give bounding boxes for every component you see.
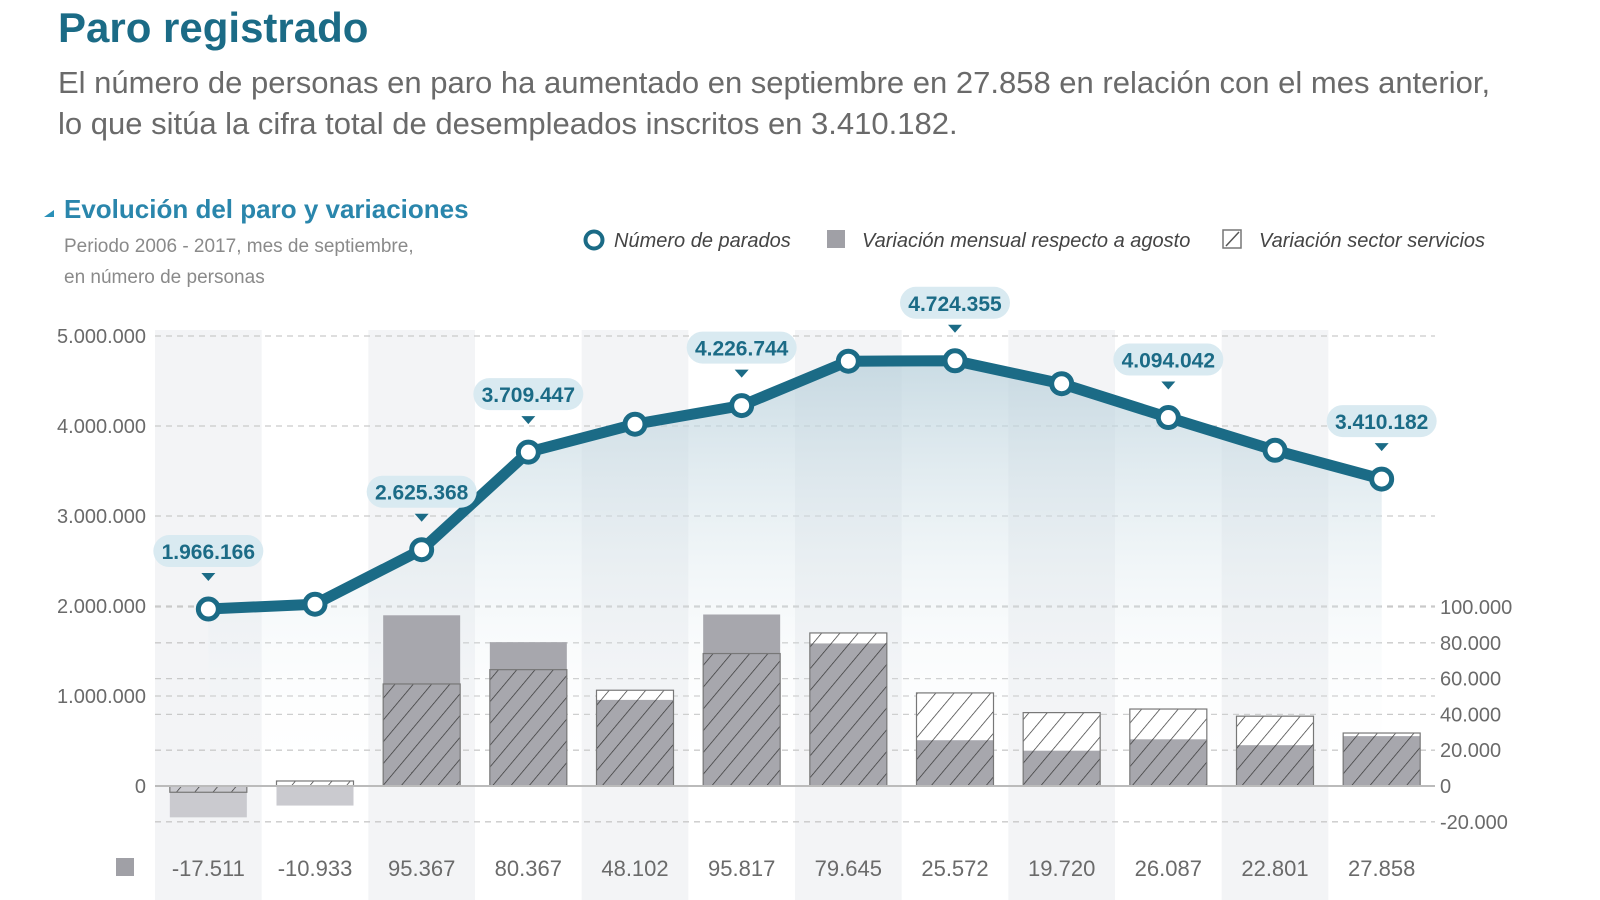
data-label-bubble: [1113, 343, 1224, 376]
line-point-marker: [622, 411, 648, 437]
data-label-bubble: [153, 535, 264, 568]
section-triangle-icon: [44, 210, 54, 217]
bar-variacion-servicios: [1342, 732, 1421, 787]
bar-value-label: 26.087: [1135, 856, 1202, 881]
bar-variacion-servicios: [915, 692, 995, 787]
data-label-pointer-icon: [521, 416, 536, 425]
data-label-bubble: [1326, 405, 1437, 438]
line-point-marker: [1262, 437, 1288, 463]
line-data-label: 4.226.744: [695, 338, 789, 361]
legend-label-parados: Número de parados: [614, 230, 791, 252]
data-label-pointer-icon: [1374, 443, 1389, 452]
line-point-marker: [409, 537, 435, 563]
data-label-pointer-icon: [734, 369, 749, 378]
chart-subtitle-line-1: Periodo 2006 - 2017, mes de septiembre,: [64, 236, 414, 257]
line-data-label: 4.724.355: [908, 293, 1002, 316]
bar-variacion-servicios: [595, 689, 675, 787]
data-label-bubble: [473, 378, 584, 411]
legend-circle-icon: [583, 229, 605, 251]
bar-value-label: 80.367: [495, 856, 562, 881]
bar-variacion-servicios: [1235, 715, 1315, 787]
chart-subtitle-line-2: en número de personas: [64, 267, 265, 288]
bar-variacion-servicios: [702, 652, 781, 787]
line-data-label: 3.410.182: [1335, 411, 1428, 434]
right-axis-tick-label: 100.000: [1440, 597, 1512, 619]
data-label-pointer-icon: [1161, 381, 1176, 390]
bar-variacion-servicios: [489, 669, 568, 787]
line-point-marker: [835, 348, 861, 374]
line-data-label: 1.966.166: [162, 541, 255, 564]
bar-variacion-mensual: [276, 786, 354, 806]
bar-values-row-gray-square-icon: [116, 858, 134, 876]
page-title: Paro registrado: [58, 4, 369, 51]
legend: Número de parados Variación mensual resp…: [583, 229, 1485, 252]
legend-gray-square-icon: [827, 230, 845, 248]
right-axis-tick-label: -20.000: [1440, 812, 1508, 834]
legend-label-variacion-mensual: Variación mensual respecto a agosto: [862, 230, 1190, 252]
series-line-parados: [208, 355, 1384, 615]
bar-variacion-servicios: [1022, 712, 1101, 787]
bar-variacion-servicios: [382, 683, 461, 787]
right-axis-tick-label: 0: [1440, 776, 1451, 798]
right-axis-tick-label: 40.000: [1440, 704, 1501, 726]
bar-value-label: 25.572: [921, 856, 988, 881]
bar-value-label: 95.817: [708, 856, 775, 881]
bar-value-label: 95.367: [388, 856, 455, 881]
data-label-bubble: [686, 331, 797, 364]
left-axis-tick-label: 2.000.000: [57, 596, 146, 618]
data-label-pointer-icon: [414, 513, 429, 522]
line-point-marker: [1369, 466, 1395, 492]
line-point-marker: [515, 439, 541, 465]
right-axis-tick-label: 20.000: [1440, 740, 1501, 762]
legend-label-servicios: Variación sector servicios: [1259, 230, 1485, 252]
bar-value-label: 48.102: [601, 856, 668, 881]
bar-value-label: -17.511: [172, 856, 245, 881]
right-axis-tick-label: 80.000: [1440, 633, 1501, 655]
bar-variacion-servicios: [809, 632, 888, 787]
line-data-label: 3.709.447: [482, 384, 575, 407]
line-data-label: 4.094.042: [1122, 350, 1215, 373]
line-point-marker: [729, 393, 755, 419]
line-data-label: 2.625.368: [375, 482, 469, 505]
line-point-marker: [1049, 371, 1075, 397]
left-axis-tick-label: 3.000.000: [57, 506, 146, 528]
line-point-marker: [1155, 405, 1181, 431]
data-label-pointer-icon: [201, 573, 216, 582]
bar-variacion-servicios: [1129, 708, 1208, 787]
right-axis-tick-label: 60.000: [1440, 669, 1501, 691]
line-point-marker: [195, 596, 221, 622]
left-axis-tick-label: 1.000.000: [57, 686, 146, 708]
left-axis-tick-label: 0: [135, 776, 146, 798]
line-point-marker: [942, 348, 968, 374]
left-axis-tick-label: 5.000.000: [57, 326, 146, 348]
data-label-bubble: [366, 475, 477, 508]
bar-value-label: 22.801: [1241, 856, 1308, 881]
left-axis-tick-label: 4.000.000: [57, 416, 146, 438]
bar-value-label: 27.858: [1348, 856, 1415, 881]
data-label-pointer-icon: [948, 324, 962, 333]
bar-value-label: 19.720: [1028, 856, 1095, 881]
page-subtitle: El número de personas en paro ha aumenta…: [58, 65, 1491, 141]
line-point-marker: [302, 591, 328, 617]
bar-value-label: -10.933: [278, 856, 353, 881]
data-label-bubble: [900, 286, 1010, 319]
chart-title: Evolución del paro y variaciones: [64, 194, 469, 224]
bar-value-label: 79.645: [815, 856, 882, 881]
